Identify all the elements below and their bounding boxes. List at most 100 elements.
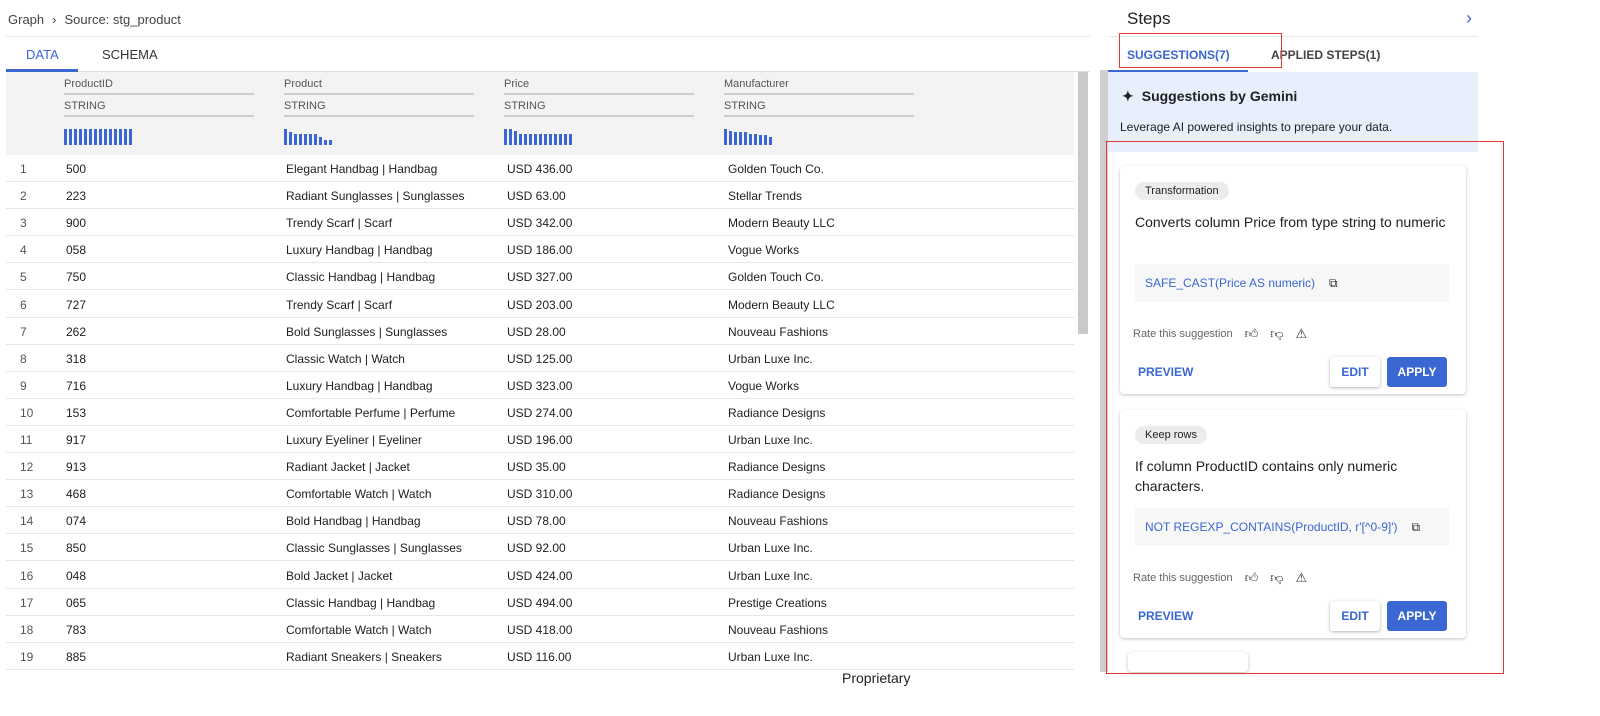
- table-row[interactable]: 4 058 Luxury Handbag | Handbag USD 186.00 Vo…: [6, 236, 1074, 264]
- histogram-bar: [114, 129, 117, 145]
- row-number: 19: [20, 649, 34, 664]
- cell-manufacturer: Stellar Trends: [728, 189, 803, 204]
- cell-productid: 917: [66, 433, 87, 447]
- histogram-bar: [314, 133, 317, 145]
- column-header[interactable]: Manufacturer STRING: [724, 78, 914, 145]
- cell-price: USD 28.00: [507, 324, 566, 339]
- cell-productid: 913: [66, 460, 87, 475]
- histogram-bar: [299, 133, 302, 145]
- table-row[interactable]: 11 917 Luxury Eyeliner | Eyeliner USD 196.0…: [6, 426, 1074, 453]
- histogram-bar: [729, 131, 732, 145]
- cell-manufacturer: Urban Luxe Inc.: [728, 541, 813, 556]
- steps-tabs: SUGGESTIONS(7) APPLIED STEPS(1): [1108, 36, 1478, 72]
- cell-product: Trendy Scarf | Scarf: [286, 216, 393, 231]
- cell-manufacturer: Urban Luxe Inc.: [728, 433, 813, 447]
- table-row[interactable]: 19 885 Radiant Sneakers | Sneakers USD 116.…: [6, 643, 1074, 670]
- panel-divider[interactable]: [1100, 70, 1108, 672]
- apply-button[interactable]: APPLY: [1387, 601, 1447, 631]
- cell-price: USD 327.00: [507, 270, 573, 285]
- report-icon[interactable]: ⚠︎: [1295, 570, 1308, 585]
- row-number: 3: [20, 216, 27, 231]
- cell-product: Classic Handbag | Handbag: [286, 270, 436, 285]
- table-row[interactable]: 6 727 Trendy Scarf | Scarf USD 203.00 Modern…: [6, 291, 1074, 318]
- histogram-bar: [764, 135, 767, 145]
- cell-product: Bold Jacket | Jacket: [286, 568, 393, 583]
- thumbs-down-icon[interactable]: 👎︎: [1270, 570, 1284, 585]
- thumbs-up-icon[interactable]: 👍︎: [1244, 570, 1259, 585]
- cell-product: Comfortable Perfume | Perfume: [286, 405, 456, 420]
- table-row[interactable]: 10 153 Comfortable Perfume | Perfume USD 27…: [6, 399, 1074, 426]
- tab-applied-steps[interactable]: APPLIED STEPS(1): [1271, 48, 1381, 62]
- cell-product: Comfortable Watch | Watch: [286, 487, 432, 502]
- table-row[interactable]: 16 048 Bold Jacket | Jacket USD 424.00 Urban…: [6, 562, 1074, 589]
- table-row[interactable]: 17 065 Classic Handbag | Handbag USD 494.00…: [6, 589, 1074, 616]
- table-row[interactable]: 15 850 Classic Sunglasses | Sunglasses USD …: [6, 534, 1074, 562]
- table-row[interactable]: 7 262 Bold Sunglasses | Sunglasses USD 28.0…: [6, 318, 1074, 345]
- cell-manufacturer: Nouveau Fashions: [728, 514, 829, 529]
- cell-productid: 065: [66, 595, 87, 610]
- cell-price: USD 116.00: [507, 649, 572, 664]
- chevron-right-icon: ›: [52, 12, 57, 27]
- cell-manufacturer: Vogue Works: [728, 243, 800, 258]
- histogram-bar: [64, 129, 67, 145]
- preview-button[interactable]: PREVIEW: [1138, 365, 1194, 379]
- histogram-bar: [509, 129, 512, 145]
- cell-product: Bold Handbag | Handbag: [286, 514, 421, 529]
- column-histogram: [64, 129, 254, 145]
- breadcrumb-graph[interactable]: Graph: [8, 12, 45, 27]
- table-row[interactable]: 18 783 Comfortable Watch | Watch USD 418.00…: [6, 616, 1074, 643]
- cell-manufacturer: Golden Touch Co.: [728, 270, 824, 285]
- histogram-bar: [544, 133, 547, 145]
- column-header[interactable]: Price STRING: [504, 78, 694, 145]
- cell-price: USD 436.00: [507, 162, 573, 176]
- table-row[interactable]: 13 468 Comfortable Watch | Watch USD 310.00…: [6, 480, 1074, 508]
- copy-icon[interactable]: ⧉: [1411, 520, 1421, 534]
- column-type: STRING: [284, 95, 474, 117]
- thumbs-up-icon[interactable]: 👍︎: [1244, 326, 1259, 341]
- column-header[interactable]: Product STRING: [284, 78, 474, 145]
- copy-icon[interactable]: ⧉: [1329, 276, 1338, 290]
- column-header[interactable]: ProductID STRING: [64, 78, 254, 145]
- thumbs-down-icon[interactable]: 👎︎: [1270, 326, 1284, 341]
- table-row[interactable]: 12 913 Radiant Jacket | Jacket USD 35.00 Rad…: [6, 453, 1074, 481]
- histogram-bar: [109, 129, 112, 145]
- cell-price: USD 78.00: [507, 514, 566, 529]
- tab-suggestions[interactable]: SUGGESTIONS(7): [1127, 48, 1230, 62]
- column-type: STRING: [504, 95, 694, 117]
- edit-button[interactable]: EDIT: [1330, 601, 1380, 631]
- scrollbar[interactable]: [1078, 72, 1088, 334]
- table-row[interactable]: 3 900 Trendy Scarf | Scarf USD 342.00 Modern…: [6, 209, 1074, 237]
- table-row[interactable]: 2 223 Radiant Sunglasses | Sunglasses USD 6…: [6, 182, 1074, 210]
- table-row[interactable]: 9 716 Luxury Handbag | Handbag USD 323.00 Vo…: [6, 372, 1074, 399]
- gemini-title: Suggestions by Gemini: [1141, 88, 1298, 104]
- histogram-bar: [529, 133, 532, 145]
- tab-schema[interactable]: SCHEMA: [102, 47, 158, 62]
- column-histogram: [284, 129, 474, 145]
- cell-product: Classic Handbag | Handbag: [286, 595, 436, 610]
- report-icon[interactable]: ⚠︎: [1295, 326, 1308, 341]
- cell-manufacturer: Modern Beauty LLC: [728, 297, 835, 312]
- histogram-bar: [104, 129, 107, 145]
- table-row[interactable]: 8 318 Classic Watch | Watch USD 125.00 Urban…: [6, 345, 1074, 372]
- table-row[interactable]: 5 750 Classic Handbag | Handbag USD 327.00 G…: [6, 263, 1074, 291]
- table-row[interactable]: 1 500 Elegant Handbag | Handbag USD 436.00 G…: [6, 155, 1074, 182]
- cell-manufacturer: Radiance Designs: [728, 487, 826, 502]
- table-row[interactable]: 14 074 Bold Handbag | Handbag USD 78.00 Nouv…: [6, 507, 1074, 535]
- histogram-bar: [84, 129, 87, 145]
- row-number: 14: [20, 514, 34, 529]
- histogram-bar: [124, 129, 127, 145]
- cell-price: USD 35.00: [507, 460, 566, 475]
- row-number: 7: [20, 324, 27, 339]
- chevron-right-icon[interactable]: ›: [1466, 8, 1472, 28]
- edit-button[interactable]: EDIT: [1330, 357, 1380, 387]
- cell-productid: 262: [66, 324, 87, 339]
- histogram-bar: [754, 133, 757, 145]
- tab-data[interactable]: DATA: [26, 47, 59, 62]
- preview-button[interactable]: PREVIEW: [1138, 609, 1194, 623]
- histogram-bar: [769, 137, 772, 145]
- cell-manufacturer: Urban Luxe Inc.: [728, 351, 813, 366]
- cell-manufacturer: Nouveau Fashions: [728, 622, 829, 637]
- row-number: 2: [20, 189, 27, 204]
- apply-button[interactable]: APPLY: [1387, 357, 1447, 387]
- cell-manufacturer: Urban Luxe Inc.: [728, 649, 813, 664]
